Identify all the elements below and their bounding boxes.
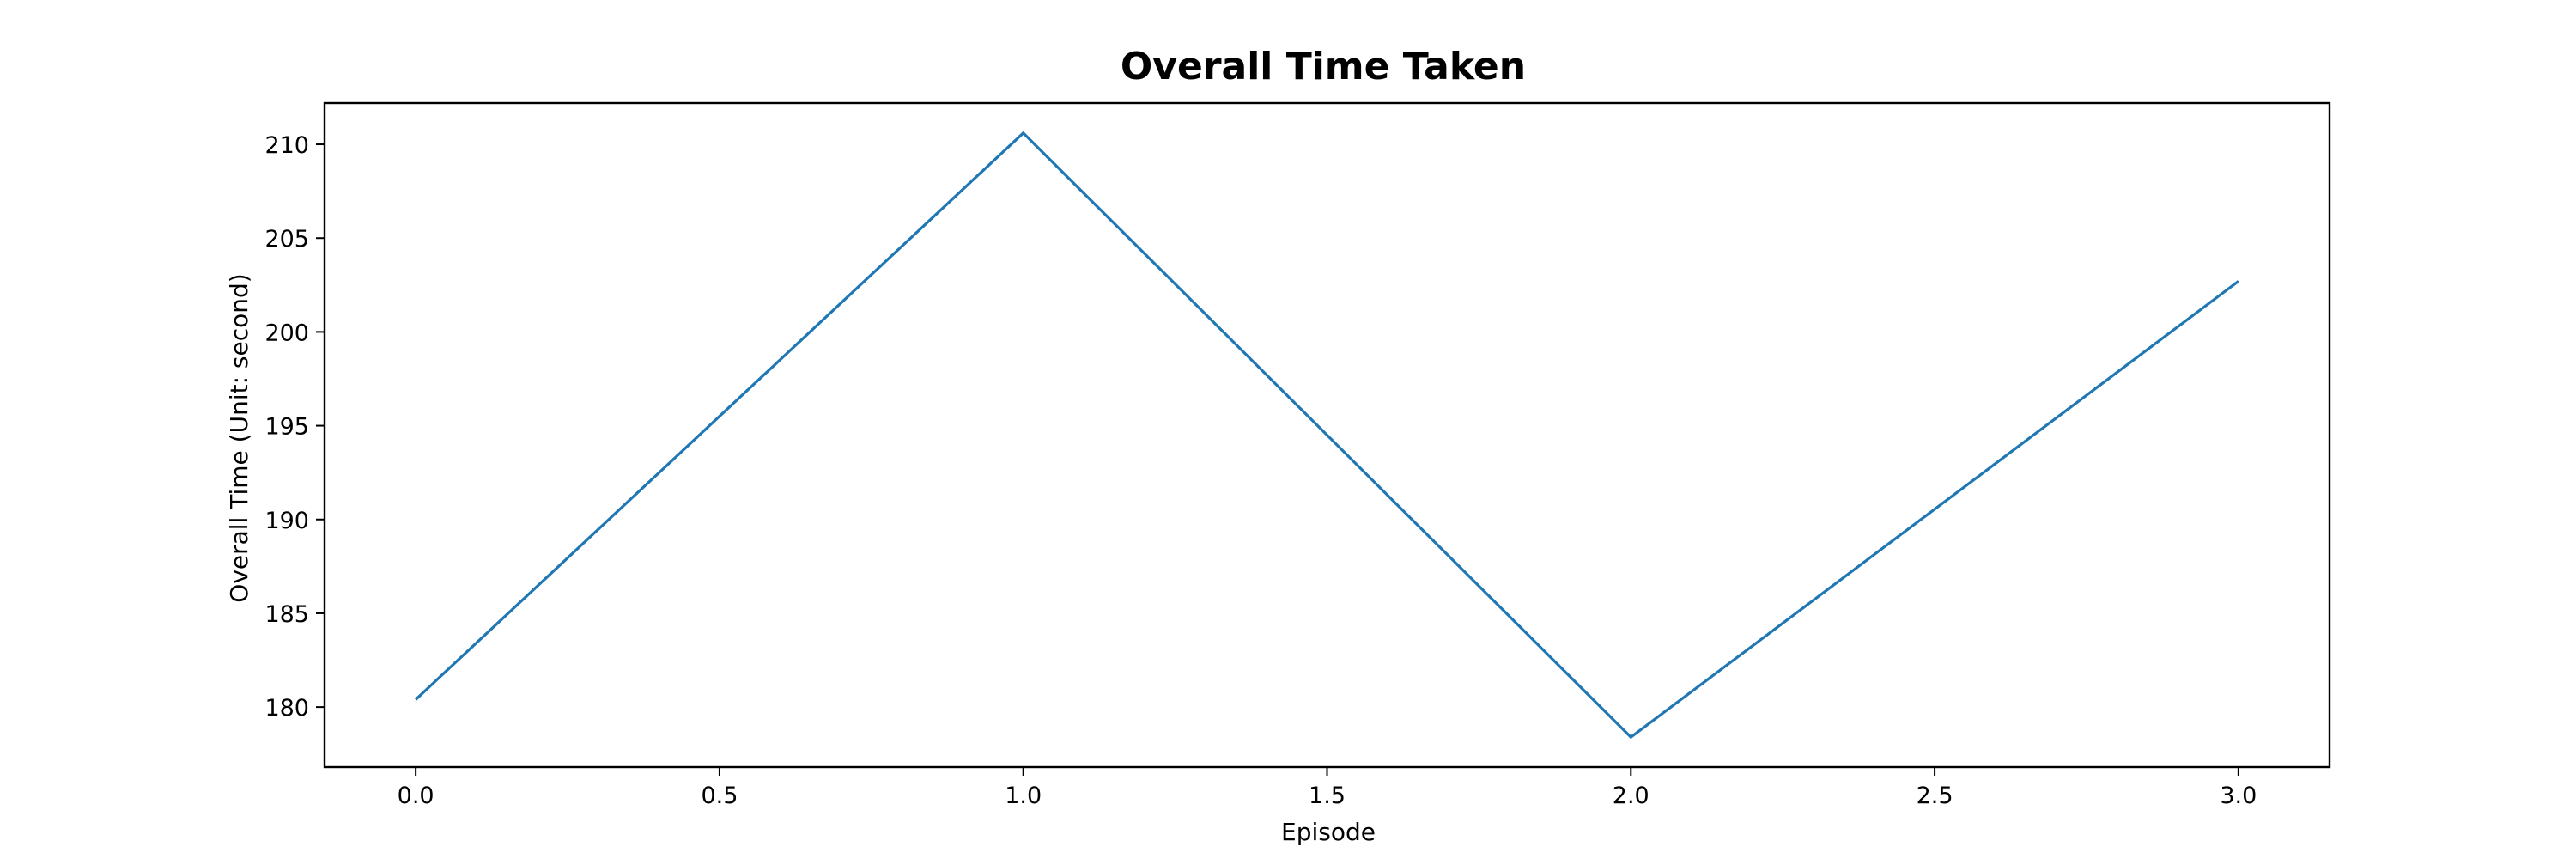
series-layer xyxy=(415,131,2239,740)
y-tick-label: 210 xyxy=(264,132,309,159)
x-tick-label: 2.5 xyxy=(1917,783,1953,809)
y-tick-label: 195 xyxy=(264,414,309,441)
x-axis-label: Episode xyxy=(1281,818,1376,846)
y-axis: 180 185 190 195 200 205 210 xyxy=(264,132,325,722)
y-tick-label: 190 xyxy=(264,508,309,534)
x-tick-label: 3.0 xyxy=(2220,783,2257,809)
x-tick-label: 2.0 xyxy=(1613,783,1649,809)
x-tick-label: 1.0 xyxy=(1005,783,1042,809)
y-tick-label: 200 xyxy=(264,320,309,346)
x-axis: 0.0 0.5 1.0 1.5 2.0 2.5 3.0 xyxy=(398,767,2257,809)
x-tick-label: 0.5 xyxy=(701,783,738,809)
series-line xyxy=(415,131,2239,740)
x-tick-label: 1.5 xyxy=(1309,783,1346,809)
x-tick-label: 0.0 xyxy=(398,783,434,809)
chart-title: Overall Time Taken xyxy=(1121,45,1526,88)
y-tick-label: 180 xyxy=(264,695,309,722)
y-tick-label: 185 xyxy=(264,601,309,628)
y-tick-label: 205 xyxy=(264,226,309,253)
y-axis-label: Overall Time (Unit: second) xyxy=(225,273,253,602)
